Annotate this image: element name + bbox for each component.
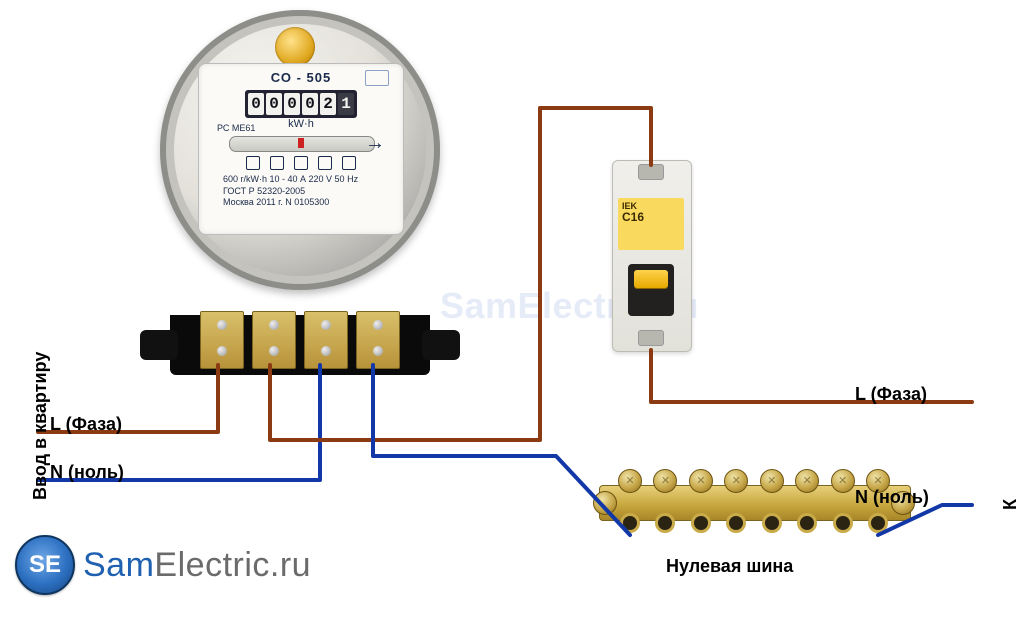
- electricity-meter: СО - 505 РС МЕ61 0 0 0 0 2 1 kW·h → 600 …: [150, 5, 450, 405]
- meter-terminal: [252, 311, 296, 369]
- screw-head-icon: [618, 469, 642, 493]
- meter-seal-icon: [275, 27, 315, 67]
- meter-symbol-icon: [246, 156, 260, 170]
- meter-terminal: [356, 311, 400, 369]
- breaker-bottom-terminal: [638, 330, 664, 346]
- screw-hole-icon: [762, 513, 782, 533]
- input-side-label: Ввод в квартиру: [30, 352, 51, 500]
- busbar-screw: [652, 469, 678, 533]
- meter-terminal: [200, 311, 244, 369]
- meter-symbol-icon: [342, 156, 356, 170]
- label-in-N: N (ноль): [50, 462, 124, 483]
- meter-stamp-icon: [365, 70, 389, 86]
- breaker-label: IEK C16: [618, 198, 684, 250]
- screw-head-icon: [760, 469, 784, 493]
- screw-hole-icon: [620, 513, 640, 533]
- meter-symbol-icon: [294, 156, 308, 170]
- meter-specs-text: 600 r/kW·h 10 - 40 А 220 V 50 Hz ГОСТ Р …: [223, 174, 379, 209]
- meter-digit: 0: [302, 93, 318, 115]
- neutral-busbar: [599, 473, 909, 543]
- logo-text: SamElectric.ru: [83, 546, 311, 585]
- meter-symbol-icon: [318, 156, 332, 170]
- meter-disc-icon: [229, 136, 375, 152]
- screw-head-icon: [724, 469, 748, 493]
- meter-digit: 2: [320, 93, 336, 115]
- meter-unit-text: kW·h: [288, 118, 314, 130]
- meter-arrow-icon: →: [365, 132, 385, 155]
- meter-digit: 0: [284, 93, 300, 115]
- screw-head-icon: [653, 469, 677, 493]
- screw-hole-icon: [833, 513, 853, 533]
- meter-terminal: [304, 311, 348, 369]
- busbar-screw: [830, 469, 856, 533]
- meter-symbol-row: [246, 156, 356, 170]
- meter-symbol-icon: [270, 156, 284, 170]
- screw-hole-icon: [797, 513, 817, 533]
- breaker-rating-text: C16: [622, 211, 680, 225]
- breaker-top-terminal: [638, 164, 664, 180]
- output-side-label: К нагрузке: [1000, 433, 1023, 510]
- label-out-L: L (Фаза): [855, 384, 927, 405]
- wiring-diagram-stage: SamElectric.ru СО - 505 РС МЕ61 0 0 0 0 …: [0, 0, 1023, 627]
- breaker-body: [612, 160, 692, 352]
- meter-digit: 1: [338, 93, 354, 115]
- logo-text-sam: Sam: [83, 546, 154, 584]
- screw-hole-icon: [726, 513, 746, 533]
- logo-text-rest: Electric.ru: [154, 546, 311, 584]
- busbar-screw: [759, 469, 785, 533]
- site-logo: SE SamElectric.ru: [15, 535, 311, 595]
- meter-model-text: СО - 505: [271, 70, 331, 85]
- meter-face: СО - 505 РС МЕ61 0 0 0 0 2 1 kW·h → 600 …: [198, 63, 404, 235]
- label-in-L: L (Фаза): [50, 414, 122, 435]
- logo-badge-icon: SE: [15, 535, 75, 595]
- busbar-screw: [723, 469, 749, 533]
- busbar-screw: [688, 469, 714, 533]
- busbar-screw: [794, 469, 820, 533]
- screw-head-icon: [831, 469, 855, 493]
- screw-head-icon: [689, 469, 713, 493]
- circuit-breaker: IEK C16: [612, 160, 690, 350]
- breaker-lever-icon: [634, 270, 668, 288]
- screw-hole-icon: [655, 513, 675, 533]
- meter-digit: 0: [248, 93, 264, 115]
- meter-cert-text: РС МЕ61: [217, 124, 255, 134]
- meter-digit: 0: [266, 93, 282, 115]
- breaker-toggle: [628, 264, 674, 316]
- screw-hole-icon: [691, 513, 711, 533]
- meter-reading: 0 0 0 0 2 1: [245, 90, 357, 118]
- screw-head-icon: [795, 469, 819, 493]
- busbar-screw-row: [617, 469, 891, 547]
- busbar-caption: Нулевая шина: [666, 556, 793, 577]
- meter-terminals: [200, 311, 400, 367]
- screw-hole-icon: [868, 513, 888, 533]
- label-out-N: N (ноль): [855, 487, 929, 508]
- busbar-screw: [617, 469, 643, 533]
